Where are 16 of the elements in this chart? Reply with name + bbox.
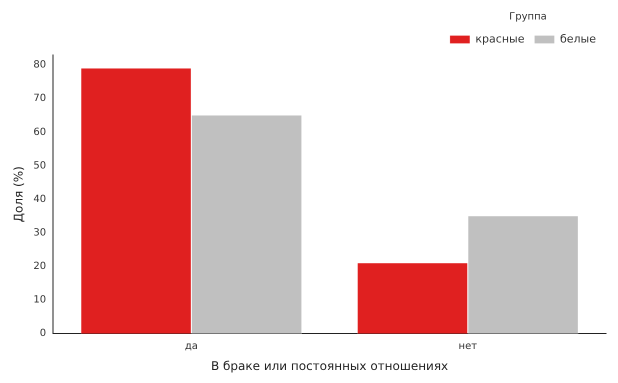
y-tick-label: 80: [33, 60, 46, 71]
y-tick-label: 70: [33, 93, 46, 104]
y-tick-label: 10: [33, 294, 46, 306]
legend-label: красные: [475, 32, 525, 46]
y-tick-label: 0: [40, 328, 46, 340]
x-axis-title: В браке или постоянных отношениях: [210, 358, 448, 373]
y-tick-label: 60: [33, 126, 46, 138]
y-axis-title: Доля (%): [11, 166, 26, 222]
y-tick-label: 50: [33, 160, 46, 172]
legend-title: Группа: [509, 12, 547, 23]
y-tick-label: 30: [33, 227, 46, 238]
legend-label: белые: [560, 32, 596, 46]
x-tick-label: да: [184, 341, 198, 352]
y-tick-label: 40: [33, 194, 46, 205]
y-tick-label: 20: [33, 261, 46, 272]
x-tick-label: нет: [458, 341, 478, 352]
